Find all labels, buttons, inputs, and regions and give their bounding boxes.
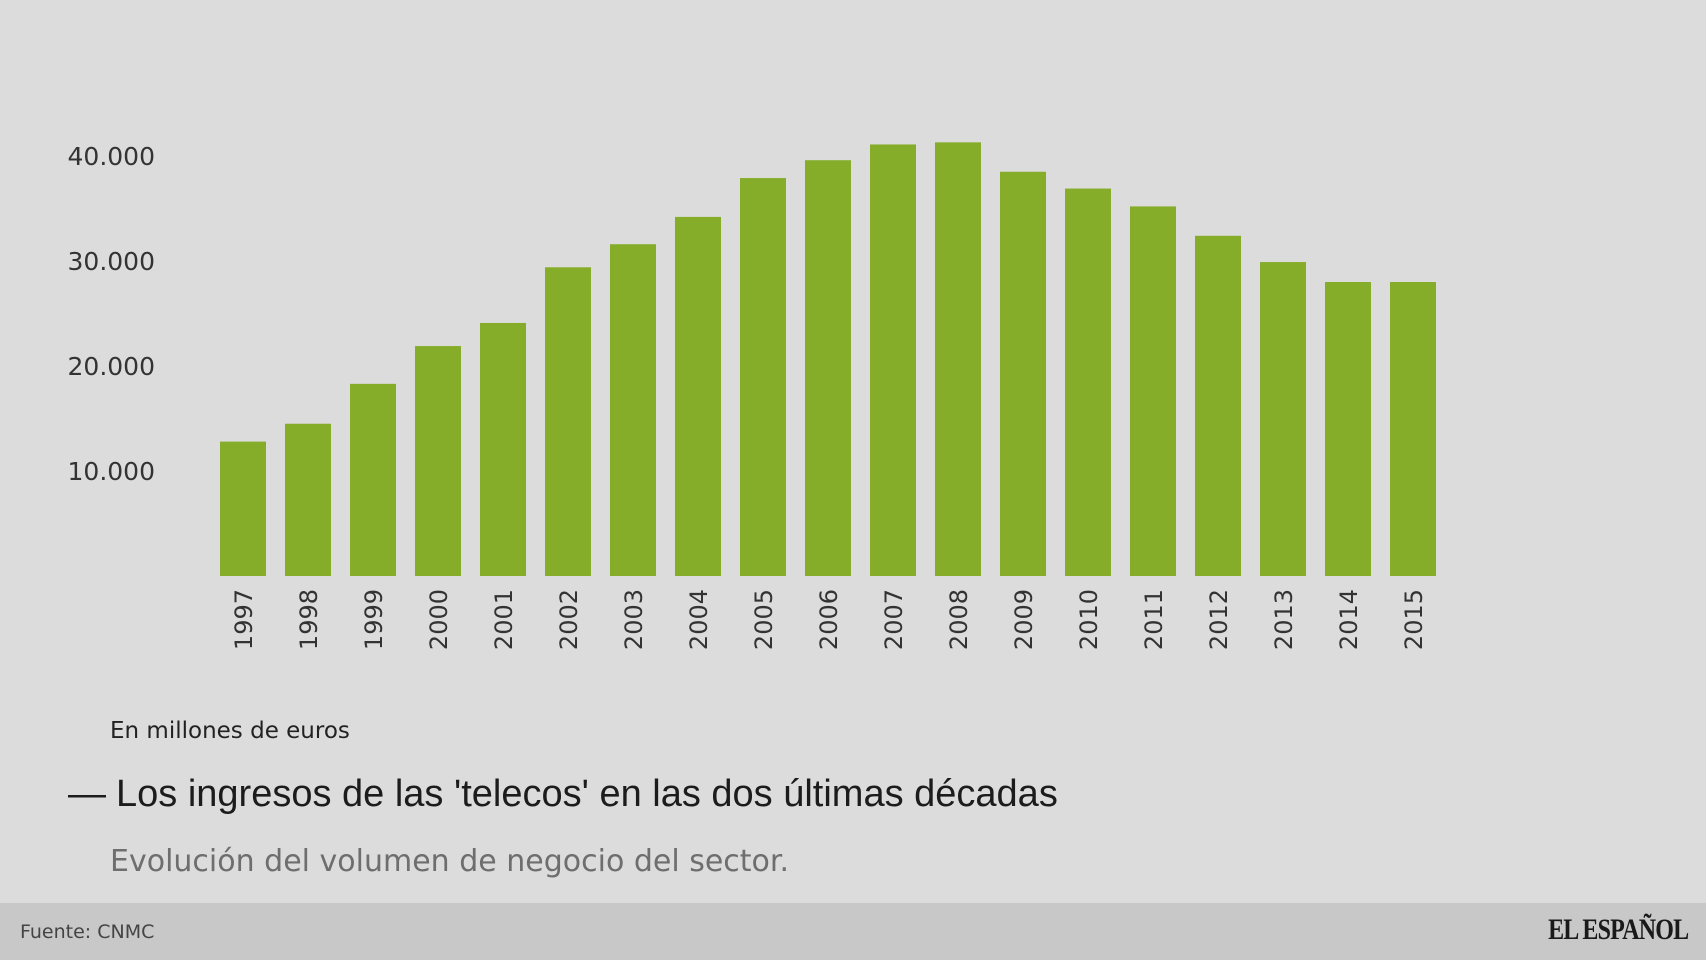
chart-title: Los ingresos de las 'telecos' en las dos…: [116, 773, 1058, 815]
bar-2014: [1325, 282, 1371, 576]
brand-logo: EL ESPAÑOL: [1547, 913, 1689, 946]
title-dash: —: [68, 773, 106, 815]
x-tick-label: 2012: [1205, 589, 1233, 650]
x-tick-label: 1997: [230, 589, 258, 650]
bar-2011: [1130, 206, 1176, 576]
x-tick-label: 2009: [1010, 589, 1038, 650]
footer-bar: Fuente: CNMC EL ESPAÑOL: [0, 903, 1706, 960]
unit-note: En millones de euros: [110, 718, 350, 744]
bar-2008: [935, 142, 981, 576]
bar-1999: [350, 383, 396, 576]
x-tick-label: 2005: [750, 589, 778, 650]
bar-1998: [285, 423, 331, 576]
bar-2009: [1000, 171, 1046, 576]
bar-2005: [740, 178, 786, 577]
x-tick-label: 2008: [945, 589, 973, 650]
y-tick-label: 40.000: [68, 142, 155, 171]
bar-2006: [805, 160, 851, 576]
bar-2000: [415, 346, 461, 576]
y-tick-label: 10.000: [68, 457, 155, 486]
bar-1997: [220, 441, 266, 576]
x-tick-label: 2015: [1400, 589, 1428, 650]
x-tick-label: 2014: [1335, 589, 1363, 650]
bar-chart: 10.000 20.000 30.000 40.000 1997 1998 1999 2000…: [68, 142, 1436, 650]
bar-2013: [1260, 262, 1306, 576]
chart-canvas: 10.000 20.000 30.000 40.000 1997 1998 1999 2000…: [68, 142, 1436, 650]
x-tick-label: 2010: [1075, 589, 1103, 650]
bar-2001: [480, 322, 526, 576]
x-tick-label: 1999: [360, 589, 388, 650]
y-tick-label: 20.000: [68, 352, 155, 381]
bar-2012: [1195, 235, 1241, 577]
source-label: Fuente: CNMC: [20, 921, 155, 943]
bar-2004: [675, 216, 721, 576]
bar-2010: [1065, 188, 1111, 577]
x-tick-label: 2006: [815, 589, 843, 650]
x-tick-label: 2000: [425, 589, 453, 650]
bar-2003: [610, 244, 656, 576]
x-tick-label: 2002: [555, 589, 583, 650]
chart-subtitle: Evolución del volumen de negocio del sec…: [110, 844, 790, 879]
bar-2015: [1390, 282, 1436, 576]
x-tick-label: 1998: [295, 589, 323, 650]
x-tick-label: 2001: [490, 589, 518, 650]
bar-2002: [545, 267, 591, 576]
x-tick-label: 2003: [620, 589, 648, 650]
x-tick-label: 2013: [1270, 589, 1298, 650]
x-tick-label: 2004: [685, 589, 713, 650]
x-tick-label: 2011: [1140, 589, 1168, 650]
bar-2007: [870, 144, 916, 576]
y-tick-label: 30.000: [68, 247, 155, 276]
chart-title-row: — Los ingresos de las 'telecos' en las do…: [68, 773, 1058, 816]
x-tick-label: 2007: [880, 589, 908, 650]
